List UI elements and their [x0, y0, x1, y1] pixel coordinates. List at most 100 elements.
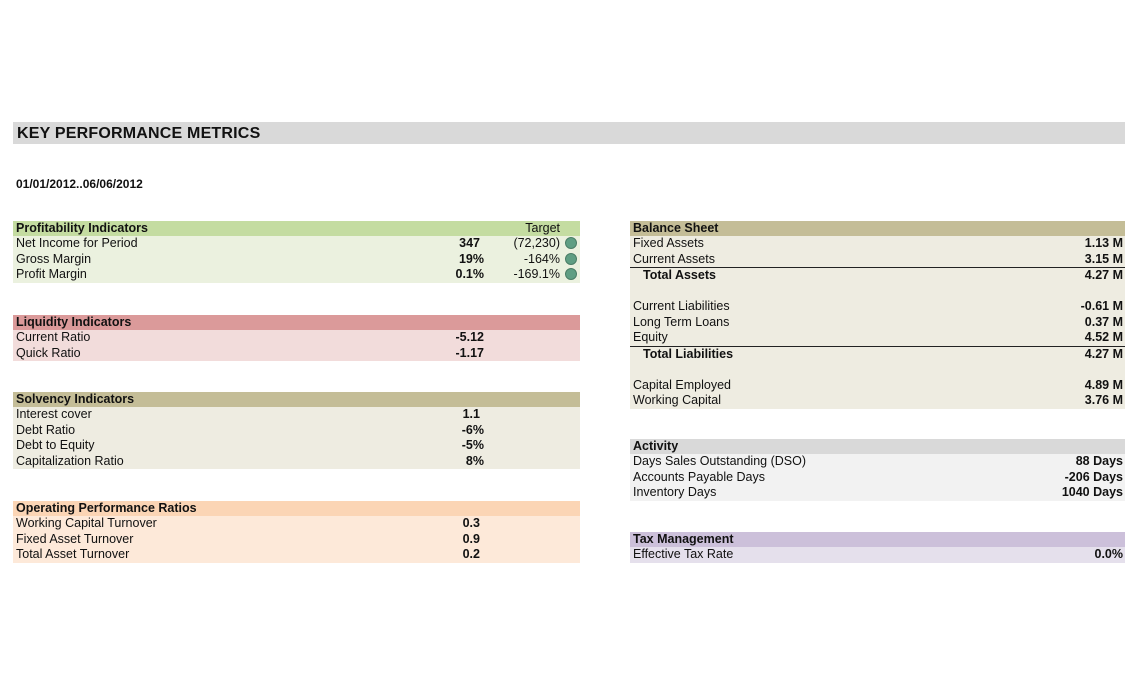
table-row: Days Sales Outstanding (DSO) 88 Days [630, 454, 1125, 470]
table-row: Debt Ratio -6% [13, 423, 580, 439]
row-target: (72,230) [513, 236, 560, 250]
row-value: 3.15 M [1084, 251, 1123, 266]
green-circle-icon [565, 268, 577, 280]
row-label: Total Liabilities [643, 346, 734, 361]
row-value: 347 [459, 236, 480, 250]
activity-title: Activity [633, 439, 679, 453]
liquidity-title: Liquidity Indicators [16, 315, 132, 329]
date-range: 01/01/2012..06/06/2012 [16, 177, 143, 191]
tax-section: Tax Management Effective Tax Rate 0.0% [630, 532, 1125, 563]
table-row: Current Liabilities -0.61 M [630, 299, 1125, 315]
table-row: Capitalization Ratio 8% [13, 454, 580, 470]
table-row: Profit Margin 0.1% -169.1% [13, 267, 580, 283]
row-label: Current Ratio [16, 330, 91, 344]
row-value: -5.12 [455, 330, 485, 344]
operating-title: Operating Performance Ratios [16, 501, 197, 515]
table-row: Long Term Loans 0.37 M [630, 315, 1125, 331]
liquidity-header: Liquidity Indicators [13, 315, 580, 330]
row-value: 1.13 M [1084, 236, 1123, 250]
row-label: Working Capital [633, 393, 722, 407]
green-circle-icon [565, 252, 577, 265]
row-label: Total Assets [643, 268, 716, 282]
row-label: Days Sales Outstanding (DSO) [633, 454, 806, 468]
row-label: Capital Employed [633, 377, 731, 392]
table-row: Quick Ratio -1.17 [13, 346, 580, 362]
row-value: -6% [461, 422, 484, 437]
report-title: KEY PERFORMANCE METRICS [17, 125, 261, 142]
row-label: Fixed Asset Turnover [16, 531, 134, 546]
row-label: Accounts Payable Days [633, 469, 766, 484]
row-value: 4.27 M [1084, 346, 1123, 361]
row-value: 1040 Days [1061, 485, 1123, 499]
table-row: Working Capital 3.76 M [630, 393, 1125, 409]
row-label: Debt to Equity [16, 438, 95, 452]
row-value: 0.3 [462, 516, 480, 530]
row-value: 0.2 [462, 547, 480, 561]
total-row: Total Assets 4.27 M [630, 267, 1125, 284]
row-label: Debt Ratio [16, 422, 76, 437]
tax-title: Tax Management [633, 532, 734, 546]
row-value: -1.17 [455, 345, 485, 360]
profitability-title: Profitability Indicators [16, 221, 148, 235]
row-target: -169.1% [513, 267, 560, 281]
balance-sheet-section: Balance Sheet Fixed Assets 1.13 M Curren… [630, 221, 1125, 409]
row-label: Inventory Days [633, 485, 717, 499]
row-label: Profit Margin [16, 267, 87, 281]
spacer [630, 362, 1125, 378]
spacer [630, 284, 1125, 300]
row-label: Total Asset Turnover [16, 547, 130, 561]
row-value: 4.27 M [1084, 268, 1123, 282]
table-row: Fixed Assets 1.13 M [630, 236, 1125, 252]
row-label: Quick Ratio [16, 345, 81, 360]
table-row: Working Capital Turnover 0.3 [13, 516, 580, 532]
table-row: Fixed Asset Turnover 0.9 [13, 532, 580, 548]
row-value: 8% [465, 453, 484, 468]
green-circle-icon [565, 237, 577, 249]
row-value: 0.1% [455, 267, 485, 281]
table-row: Gross Margin 19% -164% [13, 252, 580, 268]
solvency-header: Solvency Indicators [13, 392, 580, 407]
row-value: 4.52 M [1084, 330, 1123, 344]
table-row: Inventory Days 1040 Days [630, 485, 1125, 501]
row-target: -164% [523, 251, 560, 266]
row-value: 0.37 M [1084, 314, 1123, 329]
row-value: -0.61 M [1080, 299, 1123, 313]
row-label: Capitalization Ratio [16, 453, 124, 468]
table-row: Equity 4.52 M [630, 330, 1125, 346]
solvency-section: Solvency Indicators Interest cover 1.1 D… [13, 392, 580, 469]
solvency-title: Solvency Indicators [16, 392, 135, 406]
table-row: Effective Tax Rate 0.0% [630, 547, 1125, 563]
row-label: Effective Tax Rate [633, 547, 734, 561]
row-label: Fixed Assets [633, 236, 704, 250]
row-label: Net Income for Period [16, 236, 138, 250]
table-row: Current Ratio -5.12 [13, 330, 580, 346]
table-row: Capital Employed 4.89 M [630, 378, 1125, 394]
report-title-bar: KEY PERFORMANCE METRICS [13, 122, 1125, 144]
table-row: Debt to Equity -5% [13, 438, 580, 454]
profitability-section: Profitability Indicators Target Net Inco… [13, 221, 580, 283]
row-label: Long Term Loans [633, 314, 730, 329]
row-value: 19% [458, 251, 484, 266]
activity-header: Activity [630, 439, 1125, 454]
liquidity-section: Liquidity Indicators Current Ratio -5.12… [13, 315, 580, 361]
row-label: Interest cover [16, 407, 92, 421]
tax-header: Tax Management [630, 532, 1125, 547]
row-label: Equity [633, 330, 668, 344]
balance-sheet-title: Balance Sheet [633, 221, 719, 235]
target-column-header: Target [525, 221, 560, 235]
row-value: 88 Days [1075, 454, 1123, 468]
row-value: 0.9 [462, 531, 480, 546]
balance-sheet-header: Balance Sheet [630, 221, 1125, 236]
table-row: Current Assets 3.15 M [630, 252, 1125, 268]
operating-header: Operating Performance Ratios [13, 501, 580, 516]
operating-section: Operating Performance Ratios Working Cap… [13, 501, 580, 563]
table-row: Interest cover 1.1 [13, 407, 580, 423]
row-value: 4.89 M [1084, 377, 1123, 392]
table-row: Total Asset Turnover 0.2 [13, 547, 580, 563]
row-value: -206 Days [1064, 469, 1123, 484]
profitability-header: Profitability Indicators Target [13, 221, 580, 236]
table-row: Net Income for Period 347 (72,230) [13, 236, 580, 252]
table-row: Accounts Payable Days -206 Days [630, 470, 1125, 486]
row-label: Gross Margin [16, 251, 92, 266]
row-label: Current Liabilities [633, 299, 730, 313]
